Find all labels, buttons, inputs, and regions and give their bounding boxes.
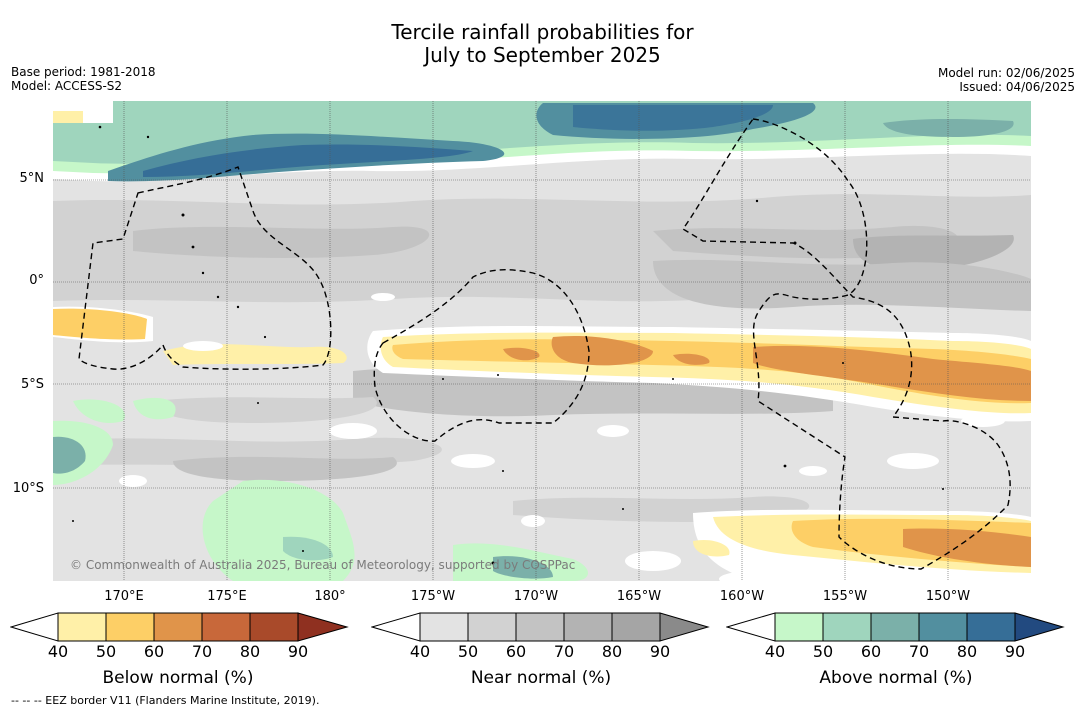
lon-tick-180: 180° xyxy=(314,589,346,604)
cbar-near-lower-extend xyxy=(371,612,421,642)
above-normal-patches-south xyxy=(53,397,588,581)
title-line-2: July to September 2025 xyxy=(424,43,661,67)
cbar-above-upper-extend xyxy=(1014,612,1065,642)
lon-tick-165w: 165°W xyxy=(616,589,662,604)
eez-borders xyxy=(78,118,1011,570)
colorbar-below-normal xyxy=(10,612,349,642)
lon-tick-170e: 170°E xyxy=(104,589,144,604)
cbar-near-tick-80: 80 xyxy=(601,642,623,661)
lon-tick-160w: 160°W xyxy=(719,589,765,604)
base-period: Base period: 1981-2018 xyxy=(11,65,156,79)
lat-tick-10s: 10°S xyxy=(12,481,44,496)
issued-date: Issued: 04/06/2025 xyxy=(959,80,1075,94)
cbar-below-upper-extend xyxy=(297,612,349,642)
cbar-above-tick-70: 70 xyxy=(908,642,930,661)
cbar-below-segment xyxy=(105,612,155,642)
copyright-notice: © Commonwealth of Australia 2025, Bureau… xyxy=(70,558,576,572)
cbar-below-tick-50: 50 xyxy=(95,642,117,661)
cbar-near-tick-40: 40 xyxy=(409,642,431,661)
cbar-near-segment xyxy=(467,612,517,642)
cbar-near-segment xyxy=(611,612,661,642)
near-normal-patches xyxy=(53,194,1031,522)
cbar-near-segments xyxy=(419,612,661,642)
cbar-above-tick-40: 40 xyxy=(764,642,786,661)
cbar-near-tick-50: 50 xyxy=(457,642,479,661)
model-name: Model: ACCESS-S2 xyxy=(11,79,123,93)
cbar-above-segment xyxy=(918,612,968,642)
islands xyxy=(72,125,944,565)
cbar-above-lower-extend xyxy=(726,612,776,642)
model-run: Model run: 02/06/2025 xyxy=(937,66,1075,80)
cbar-near-tick-70: 70 xyxy=(553,642,575,661)
speckles xyxy=(119,293,1005,581)
lat-tick-0: 0° xyxy=(29,273,44,288)
cbar-below-label: Below normal (%) xyxy=(102,668,254,688)
below-normal-band xyxy=(53,306,1031,581)
cbar-below-lower-extend xyxy=(10,612,59,642)
map-panel xyxy=(53,101,1031,581)
cbar-above-tick-50: 50 xyxy=(812,642,834,661)
above-normal-band-north xyxy=(53,101,1031,182)
cbar-near-upper-extend xyxy=(659,612,710,642)
colorbar-above-normal xyxy=(726,612,1065,642)
eez-footnote: -- -- -- EEZ border V11 (Flanders Marine… xyxy=(11,694,320,707)
cbar-above-label: Above normal (%) xyxy=(819,668,973,688)
map-title: Tercile rainfall probabilities for July … xyxy=(0,21,1085,67)
cbar-below-tick-60: 60 xyxy=(143,642,165,661)
meta-left: Base period: 1981-2018 Model: ACCESS-S2 xyxy=(11,65,156,93)
cbar-below-segment xyxy=(153,612,203,642)
lat-tick-5s: 5°S xyxy=(20,377,44,392)
colorbar-near-normal xyxy=(371,612,710,642)
cbar-below-tick-90: 90 xyxy=(287,642,309,661)
cbar-near-tick-60: 60 xyxy=(505,642,527,661)
lon-tick-175e: 175°E xyxy=(207,589,247,604)
cbar-above-tick-90: 90 xyxy=(1004,642,1026,661)
cbar-below-segment xyxy=(201,612,251,642)
title-line-1: Tercile rainfall probabilities for xyxy=(391,20,694,44)
cbar-above-tick-80: 80 xyxy=(956,642,978,661)
lon-tick-175w: 175°W xyxy=(410,589,456,604)
cbar-above-tick-60: 60 xyxy=(860,642,882,661)
cbar-below-segments xyxy=(57,612,299,642)
cbar-near-segment xyxy=(419,612,469,642)
cbar-near-segment xyxy=(563,612,613,642)
cbar-above-segment xyxy=(966,612,1016,642)
cbar-below-tick-70: 70 xyxy=(191,642,213,661)
cbar-above-segment xyxy=(774,612,824,642)
lon-tick-170w: 170°W xyxy=(513,589,559,604)
cbar-near-segment xyxy=(515,612,565,642)
cbar-near-tick-90: 90 xyxy=(649,642,671,661)
lon-tick-155w: 155°W xyxy=(822,589,868,604)
cbar-below-segment xyxy=(57,612,107,642)
graticule xyxy=(53,101,1031,581)
meta-right: Model run: 02/06/2025 Issued: 04/06/2025 xyxy=(938,66,1075,94)
cbar-below-tick-40: 40 xyxy=(47,642,69,661)
cbar-above-segment xyxy=(870,612,920,642)
map-svg xyxy=(53,101,1031,581)
lon-tick-150w: 150°W xyxy=(925,589,971,604)
cbar-above-segment xyxy=(822,612,872,642)
lat-tick-5n: 5°N xyxy=(19,171,45,186)
cbar-below-tick-80: 80 xyxy=(239,642,261,661)
cbar-near-label: Near normal (%) xyxy=(470,668,612,688)
cbar-below-segment xyxy=(249,612,299,642)
cbar-above-segments xyxy=(774,612,1016,642)
